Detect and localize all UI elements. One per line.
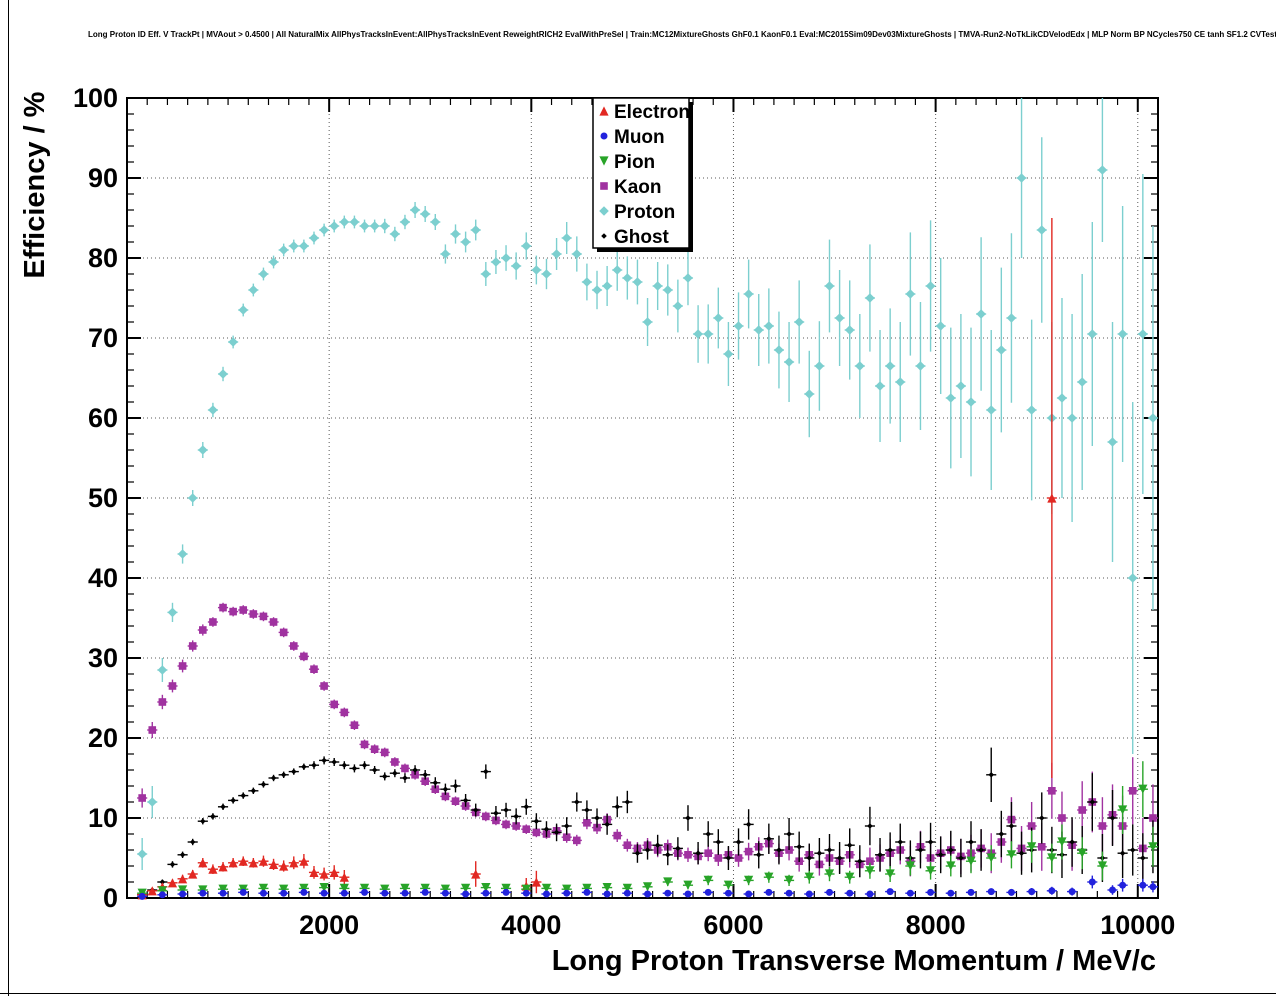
- y-tick-label: 40: [88, 563, 118, 593]
- series-electron: [137, 218, 1057, 900]
- legend-label-pion: Pion: [614, 152, 655, 173]
- y-tick-label: 90: [88, 163, 118, 193]
- y-tick-label: 80: [88, 243, 118, 273]
- x-axis-title: Long Proton Transverse Momentum / MeV/c: [552, 945, 1156, 977]
- legend-item-proton: Proton: [599, 202, 675, 223]
- legend-item-kaon: Kaon: [600, 177, 662, 198]
- x-tick-label: 6000: [703, 910, 763, 940]
- series-proton: [137, 98, 1158, 870]
- series-muon: [137, 875, 1158, 900]
- legend-label-muon: Muon: [614, 127, 665, 148]
- plot-title: Long Proton ID Eff. V TrackPt | MVAout >…: [88, 30, 1276, 39]
- axis-tick-labels: 0 10 20 30 40 50 60 70 80 90 100 2000 4000 6000 8000 10…: [73, 83, 1175, 940]
- series-pion: [137, 761, 1158, 898]
- axis-ticks: [127, 97, 1158, 899]
- legend-item-electron: Electron: [599, 102, 690, 123]
- legend-item-ghost: Ghost: [601, 227, 670, 248]
- canvas-left-edge: [8, 0, 9, 996]
- x-tick-label: 2000: [299, 910, 359, 940]
- x-tick-label: 8000: [906, 910, 966, 940]
- legend-item-muon: Muon: [600, 127, 665, 148]
- y-tick-label: 50: [88, 483, 118, 513]
- plot-area: 0 10 20 30 40 50 60 70 80 90 100 2000 4000 6000 8000 10…: [73, 83, 1175, 940]
- series-kaon: [137, 602, 1158, 879]
- y-tick-label: 0: [103, 883, 118, 913]
- y-tick-label: 60: [88, 403, 118, 433]
- gridlines: [127, 98, 1158, 898]
- legend-item-pion: Pion: [599, 152, 655, 173]
- series-ghost: [137, 747, 1158, 898]
- y-tick-label: 30: [88, 643, 118, 673]
- x-tick-label: 10000: [1100, 910, 1175, 940]
- x-tick-label: 4000: [501, 910, 561, 940]
- y-tick-label: 70: [88, 323, 118, 353]
- legend-label-ghost: Ghost: [614, 227, 670, 248]
- y-axis-title: Efficiency / %: [19, 91, 51, 278]
- legend-label-proton: Proton: [614, 202, 675, 223]
- y-tick-label: 10: [88, 803, 118, 833]
- y-tick-label: 20: [88, 723, 118, 753]
- legend-label-kaon: Kaon: [614, 177, 662, 198]
- legend-label-electron: Electron: [614, 102, 690, 123]
- y-tick-label: 100: [73, 83, 118, 113]
- legend: Electron Muon Pion Kaon Proton Ghost: [592, 97, 693, 252]
- canvas-bottom-edge: [0, 993, 1276, 994]
